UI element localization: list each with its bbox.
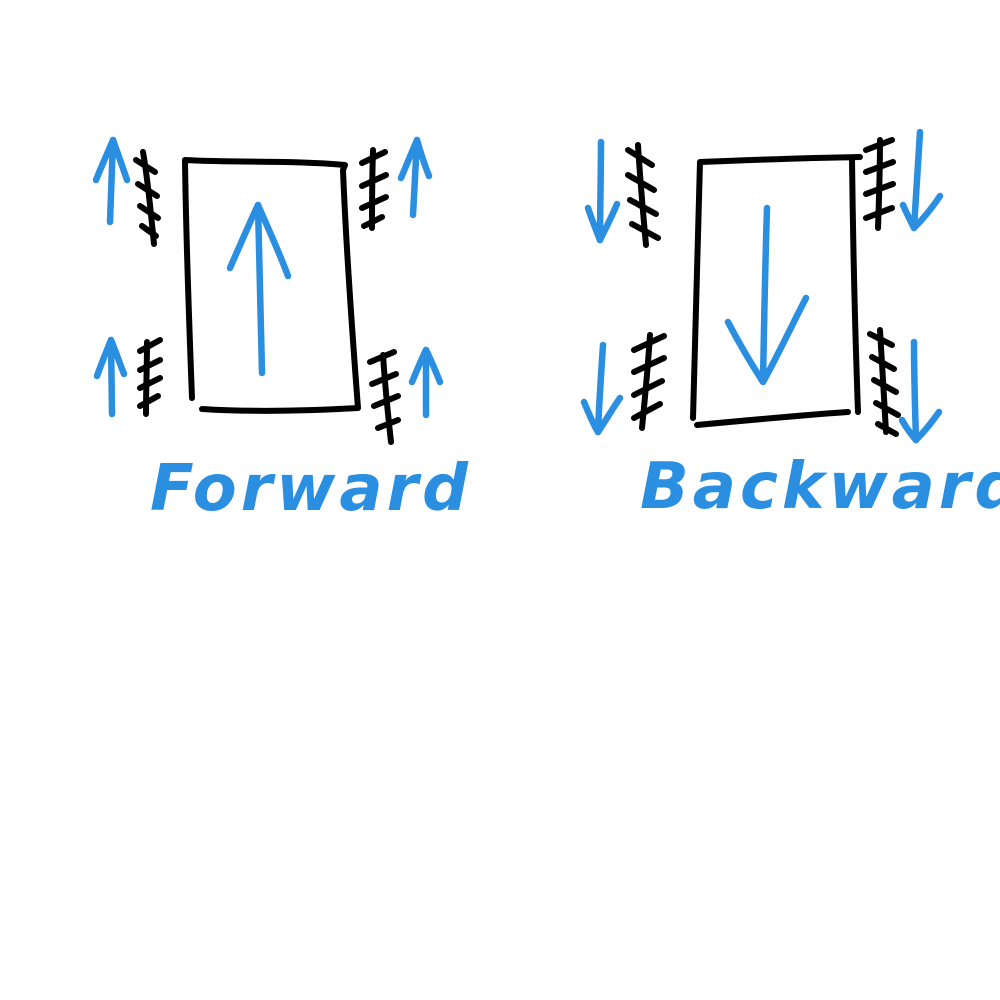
robot-body — [182, 157, 361, 414]
direction-arrow-down-icon — [724, 204, 810, 386]
wheel-arrow-down-icon — [584, 138, 621, 244]
forward-caption: Forward — [150, 452, 472, 526]
wheel-tread-front-right — [359, 147, 389, 231]
wheel-arrow-up-icon — [408, 346, 444, 419]
wheel-arrow-up-icon — [397, 136, 433, 219]
wheel-tread-rear-left — [631, 332, 667, 431]
wheel-tread-rear-right — [867, 327, 901, 437]
wheel-arrow-up-icon — [93, 336, 128, 418]
wheel-arrow-up-icon — [92, 136, 131, 226]
backward-panel: Backward — [580, 128, 1000, 524]
wheel-arrow-down-icon — [899, 128, 944, 232]
wheel-tread-front-left — [625, 142, 661, 248]
forward-panel: Forward — [92, 136, 472, 526]
wheel-arrow-down-icon — [898, 338, 943, 444]
wheel-tread-rear-left — [137, 337, 163, 417]
wheel-tread-front-left — [133, 149, 161, 247]
wheel-tread-rear-right — [367, 349, 401, 445]
robot-body — [690, 154, 863, 428]
backward-caption: Backward — [640, 450, 1000, 524]
wheel-tread-front-right — [863, 137, 896, 231]
direction-arrow-up-icon — [226, 201, 292, 377]
wheel-arrow-down-icon — [580, 341, 624, 436]
